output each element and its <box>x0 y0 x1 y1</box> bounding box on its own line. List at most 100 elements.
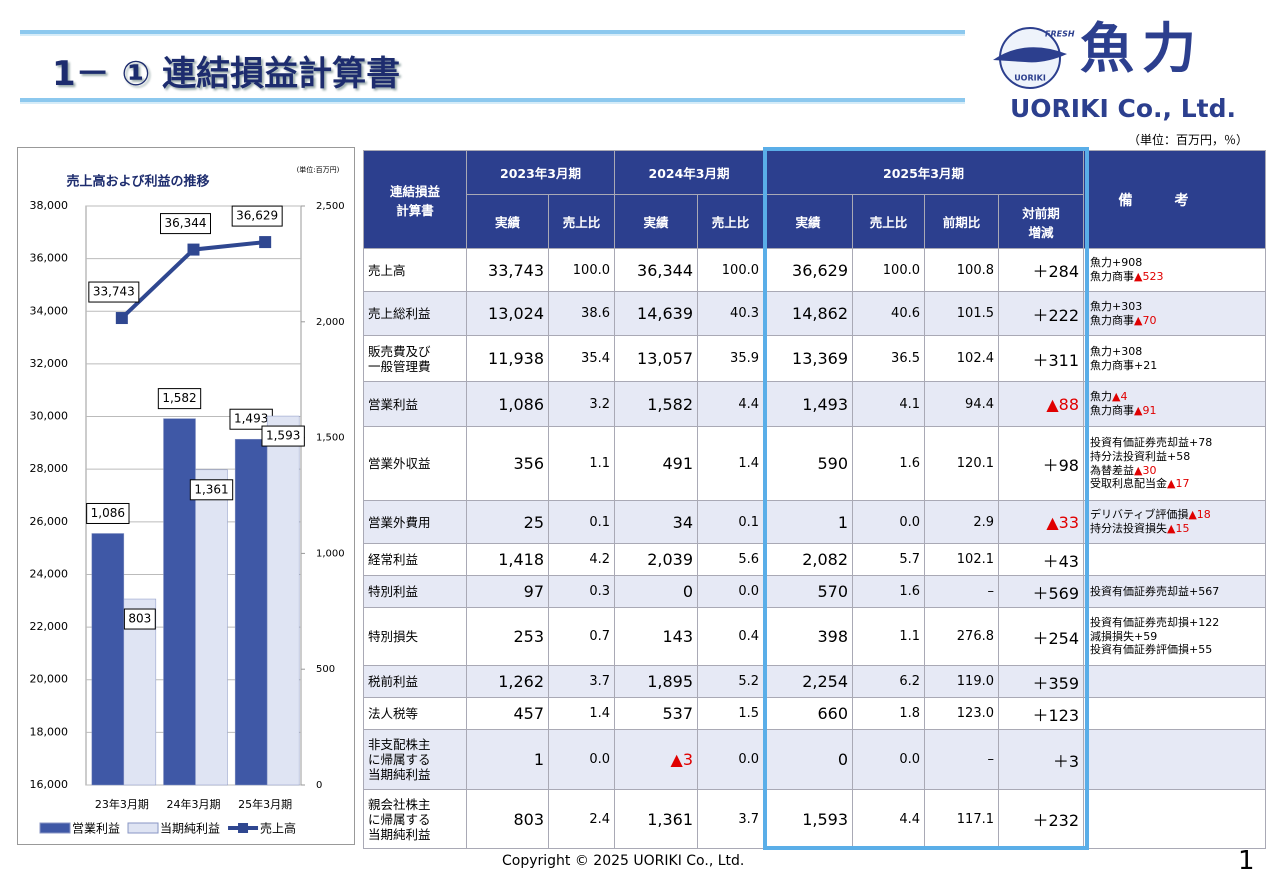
value-label: 33,743 <box>93 285 135 299</box>
x-tick-label: 24年3月期 <box>167 797 221 811</box>
remark-line: 投資有価証券売却益+78 <box>1090 436 1213 449</box>
chart-unit: (単位:百万円) <box>297 165 340 174</box>
cell: 1.1 <box>852 607 925 666</box>
chart-box: 売上高および利益の推移 (単位:百万円) 16,000 18,000 20,000 2… <box>17 147 355 845</box>
cell: ＋254 <box>998 607 1084 666</box>
y2-tick-label: 2,000 <box>316 317 345 328</box>
value-label: 36,344 <box>165 216 207 230</box>
cell: 537 <box>614 697 698 730</box>
table-row: 特別損失 253 0.7 143 0.4 398 1.1 276.8 ＋254 投資有価証券売却損… <box>363 607 1266 666</box>
y-tick-label: 30,000 <box>30 410 69 423</box>
y2-tick-label: 500 <box>316 664 335 675</box>
legend-label: 売上高 <box>260 821 296 836</box>
sub-header-text: 売上比 <box>711 215 750 230</box>
table-row: 特別利益 97 0.3 0 0.0 570 1.6– ＋569 投資有価証券売却益+567 <box>363 575 1266 608</box>
cell: – <box>924 575 999 608</box>
cell: 570 <box>763 575 853 608</box>
bar <box>266 415 300 786</box>
y-tick-label: 20,000 <box>30 673 69 686</box>
bar <box>234 438 268 786</box>
cell: 0.1 <box>548 500 615 544</box>
remarks-cell: デリバティブ評価損▲18 持分法投資損失▲15 <box>1083 500 1266 544</box>
y2-tick-label: 1,000 <box>316 548 345 559</box>
cell: 457 <box>466 697 549 730</box>
table-row: 法人税等 457 1.4 537 1.5 660 1.8 123.0 ＋123 <box>363 697 1266 730</box>
sub-header: 売上比 <box>852 194 925 249</box>
cell: 6.2 <box>852 665 925 698</box>
bar <box>123 598 157 786</box>
remarks-cell <box>1083 697 1266 730</box>
cell: ＋359 <box>998 665 1084 698</box>
sub-header-text: 実績 <box>643 215 669 230</box>
cell: 1.4 <box>697 426 764 501</box>
cell: 117.1 <box>924 789 999 849</box>
value-label-box <box>231 205 283 227</box>
cell: 590 <box>763 426 853 501</box>
logo-emblem: FRESH FISH UORIKI <box>993 27 1075 89</box>
value-label: 1,493 <box>234 412 268 426</box>
row-label-cell: 売上高 <box>363 248 467 292</box>
cell: 2,039 <box>614 543 698 576</box>
table-row: 営業利益 1,086 3.2 1,582 4.4 1,493 4.1 94.4 ▲88 魚力▲4 魚… <box>363 381 1266 427</box>
value-label: 36,629 <box>236 209 278 223</box>
cell: 36,344 <box>614 248 698 292</box>
row-label-cell: 特別利益 <box>363 575 467 608</box>
cell: 120.1 <box>924 426 999 501</box>
sub-header-text: 実績 <box>494 215 520 230</box>
remarks-cell: 魚力+308 魚力商事+21 <box>1083 335 1266 382</box>
sub-header: 対前期増減 <box>998 194 1084 249</box>
cell: 276.8 <box>924 607 999 666</box>
cell: 40.6 <box>852 291 925 336</box>
table-row: 営業外費用 25 0.1 34 0.1 1 0.0 2.9 ▲33 デリバティブ評価損▲18 持分法… <box>363 500 1266 544</box>
sub-header-text: 売上比 <box>869 215 908 230</box>
line-marker <box>259 236 272 249</box>
cell: 1,895 <box>614 665 698 698</box>
cell: 1,493 <box>763 381 853 427</box>
table-row: 経常利益 1,418 4.2 2,039 5.6 2,082 5.7 102.1 ＋43 <box>363 543 1266 576</box>
table-row: 親会社株主に帰属する当期純利益 803 2.4 1,361 3.7 1,593 4.4 117… <box>363 789 1266 849</box>
sub-header-text: 前期比 <box>942 215 981 230</box>
row-label: 特別利益 <box>368 584 419 599</box>
cell: 356 <box>466 426 549 501</box>
y-tick-label: 32,000 <box>30 357 69 370</box>
period-header: 2025年3月期 <box>763 150 1084 195</box>
cell: 0.0 <box>852 500 925 544</box>
remark-line: 持分法投資利益+58 <box>1090 449 1191 463</box>
cell: ＋284 <box>998 248 1084 292</box>
cell: 660 <box>763 697 853 730</box>
row-label-cell: 販売費及び一般管理費 <box>363 335 467 382</box>
cell: 0.1 <box>697 500 764 544</box>
page-number: 1 <box>1238 846 1255 876</box>
cell: 0 <box>614 575 698 608</box>
x-tick-label: 23年3月期 <box>95 797 149 811</box>
table-row: 営業外収益 356 1.1 491 1.4 590 1.6 120.1 ＋98 投資有価証券売却益… <box>363 426 1266 501</box>
cell: 0.0 <box>697 575 764 608</box>
y2-tick-label: 1,500 <box>316 433 345 444</box>
remark-line: 魚力+303 <box>1090 299 1143 313</box>
sub-header: 売上比 <box>548 194 615 249</box>
value-label-box <box>157 388 202 410</box>
legend-label: 当期純利益 <box>160 822 220 836</box>
value-label-box <box>189 479 234 501</box>
cell: 3.2 <box>548 381 615 427</box>
cell: 803 <box>466 789 549 849</box>
cell: ＋3 <box>998 729 1084 790</box>
remark-line: 魚力商事▲91 <box>1090 404 1157 417</box>
cell: 1,582 <box>614 381 698 427</box>
remark-line: 減損損失+59 <box>1090 629 1158 643</box>
slide-title: 1－ ① 連結損益計算書 <box>52 54 401 94</box>
remarks-cell <box>1083 665 1266 698</box>
row-label-cell: 親会社株主に帰属する当期純利益 <box>363 789 467 849</box>
cell: 0.0 <box>697 729 764 790</box>
value-label: 1,086 <box>91 506 125 520</box>
value-label: 1,593 <box>266 429 300 443</box>
cell: 33,743 <box>466 248 549 292</box>
value-label: 803 <box>128 612 151 626</box>
sub-header: 実績 <box>466 194 549 249</box>
remark-line: 持分法投資損失▲15 <box>1090 522 1190 535</box>
cell: 2,254 <box>763 665 853 698</box>
y-tick-label: 24,000 <box>30 567 69 580</box>
value-label-box <box>88 281 140 303</box>
row-label-cell: 特別損失 <box>363 607 467 666</box>
cell: 100.0 <box>697 248 764 292</box>
